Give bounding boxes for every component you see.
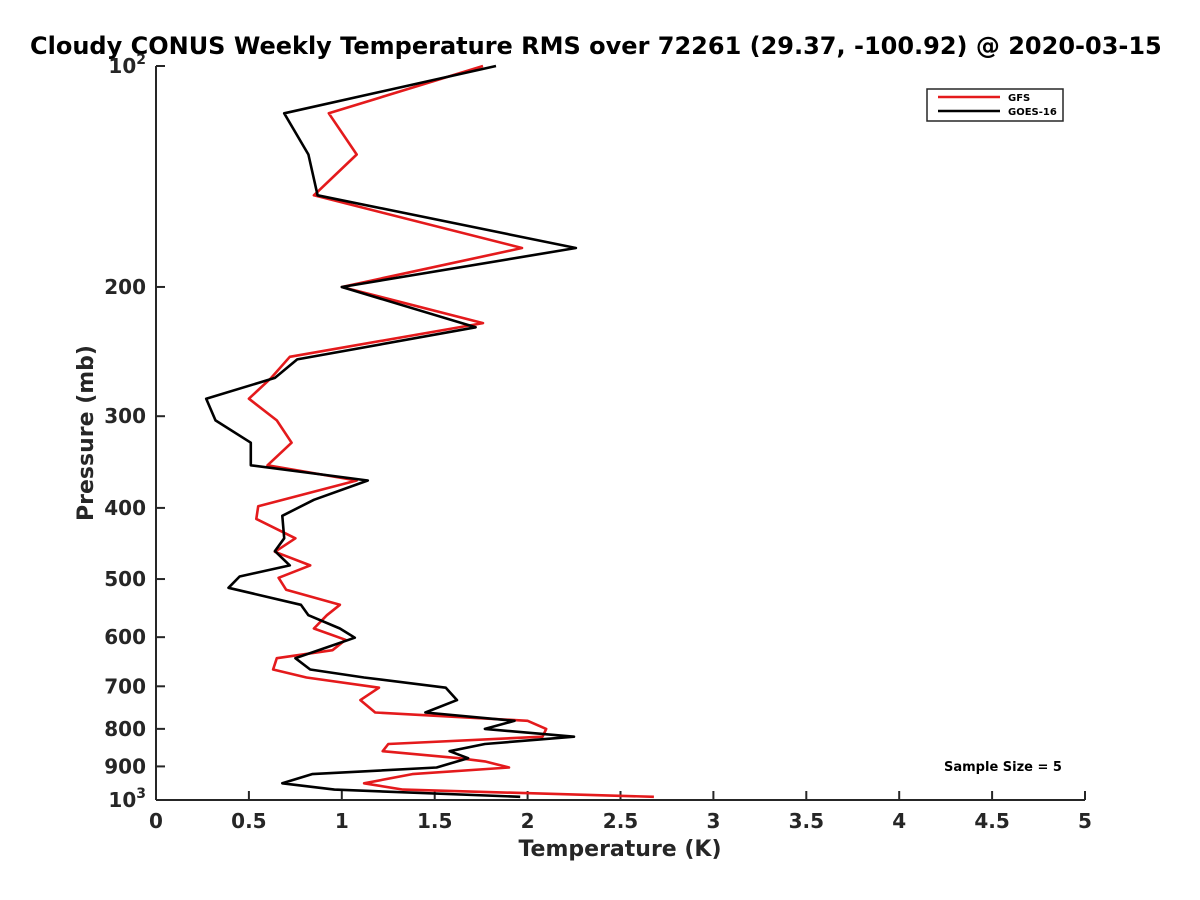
- y-tick-label: 400: [104, 496, 146, 520]
- y-tick-label: 900: [104, 754, 146, 778]
- legend: GFS GOES-16: [926, 88, 1064, 122]
- x-axis-ticks: 0 0.5 1 1.5 2 2.5 3 3.5 4 4.5 5: [149, 791, 1092, 833]
- y-tick-label: 700: [104, 674, 146, 698]
- x-tick-label: 0: [149, 809, 163, 833]
- y-tick-label: 103: [108, 786, 146, 812]
- x-tick-label: 1.5: [417, 809, 452, 833]
- plot-area: [155, 66, 1085, 801]
- y-tick-label: 300: [104, 404, 146, 428]
- x-tick-label: 4: [892, 809, 906, 833]
- x-tick-label: 5: [1078, 809, 1092, 833]
- sample-size-annotation: Sample Size = 5: [944, 760, 1062, 775]
- series-line-goes16: [204, 64, 578, 799]
- x-tick-label: 2.5: [603, 809, 638, 833]
- legend-label-goes16: GOES-16: [1008, 107, 1057, 118]
- y-tick-label: 200: [104, 275, 146, 299]
- x-tick-label: 1: [335, 809, 349, 833]
- legend-box: [926, 88, 1064, 122]
- x-tick-label: 3.5: [789, 809, 824, 833]
- y-tick-label: 500: [104, 567, 146, 591]
- y-tick-label: 800: [104, 717, 146, 741]
- x-tick-label: 2: [521, 809, 535, 833]
- chart-title: Cloudy CONUS Weekly Temperature RMS over…: [30, 32, 1162, 60]
- x-tick-label: 3: [706, 809, 720, 833]
- y-tick-label: 600: [104, 625, 146, 649]
- series-layer: [204, 64, 654, 799]
- y-tick-label: 102: [108, 52, 146, 78]
- x-tick-label: 4.5: [974, 809, 1009, 833]
- x-tick-label: 0.5: [231, 809, 266, 833]
- series-line-gfs: [247, 64, 654, 799]
- y-axis-label: Pressure (mb): [74, 345, 99, 521]
- x-axis-label: Temperature (K): [518, 837, 721, 862]
- legend-label-gfs: GFS: [1008, 93, 1030, 104]
- y-axis-ticks: 102 200 300 400 500 600 700 800 900 103: [104, 52, 165, 812]
